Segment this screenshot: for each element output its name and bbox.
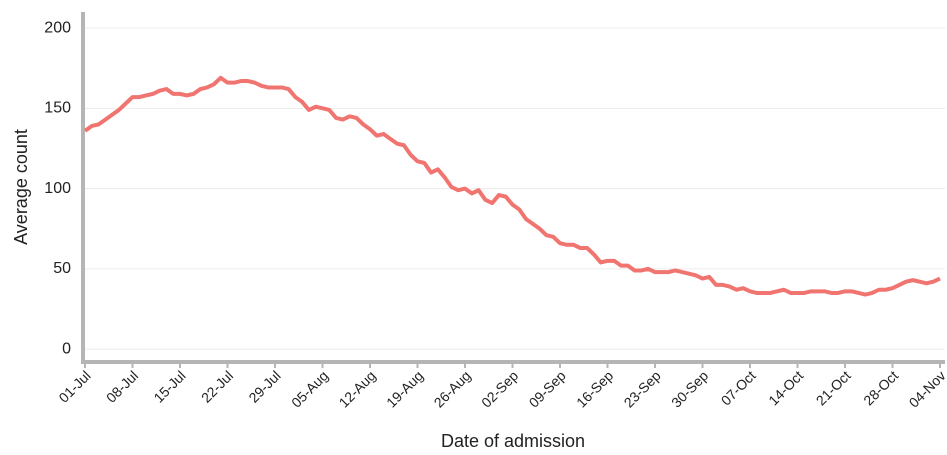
x-tick-label: 15-Jul: [150, 367, 188, 405]
y-axis-title: Average count: [11, 129, 31, 245]
x-tick-label: 21-Oct: [813, 367, 854, 408]
y-tick-label: 0: [62, 340, 71, 357]
x-tick-label: 29-Jul: [245, 367, 283, 405]
x-tick-label: 14-Oct: [765, 367, 806, 408]
x-tick-label: 28-Oct: [860, 367, 901, 408]
x-tick-label: 02-Sep: [478, 367, 521, 410]
x-tick-label: 07-Oct: [718, 367, 759, 408]
x-tick-label: 12-Aug: [335, 367, 378, 410]
x-tick-label: 23-Sep: [620, 367, 663, 410]
y-tick-label: 50: [53, 260, 71, 277]
y-tick-label: 150: [44, 100, 71, 117]
x-tick-label: 19-Aug: [383, 367, 426, 410]
x-tick-label: 04-Nov: [906, 367, 947, 410]
x-tick-label: 22-Jul: [198, 367, 236, 405]
x-tick-label: 09-Sep: [525, 367, 568, 410]
x-tick-label: 01-Jul: [55, 367, 93, 405]
x-tick-label: 16-Sep: [573, 367, 616, 410]
y-tick-label: 200: [44, 19, 71, 36]
x-axis-title: Date of admission: [441, 431, 585, 451]
y-tick-label: 100: [44, 180, 71, 197]
x-tick-label: 05-Aug: [288, 367, 331, 410]
x-tick-label: 08-Jul: [103, 367, 141, 405]
data-line: [83, 75, 941, 297]
x-tick-label: 26-Aug: [430, 367, 473, 410]
x-tick-label: 30-Sep: [668, 367, 711, 410]
